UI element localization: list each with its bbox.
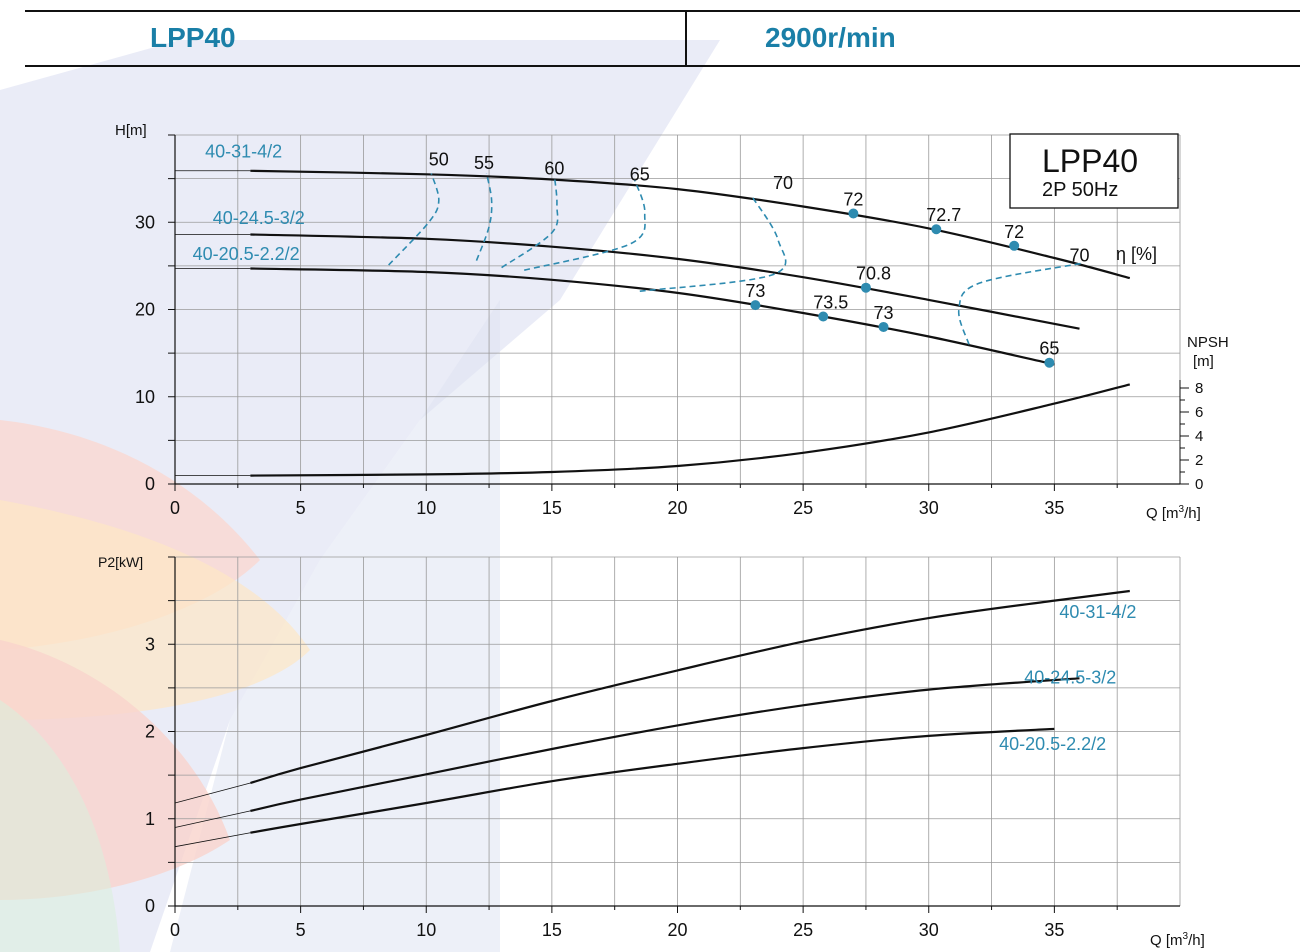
efficiency-point xyxy=(931,224,942,235)
power-curve-extension xyxy=(174,832,251,848)
npsh-axis-unit: [m] xyxy=(1193,353,1214,370)
efficiency-point-label: 73 xyxy=(745,281,765,301)
head-chart-y-tick-label: 0 xyxy=(145,474,155,494)
efficiency-point xyxy=(860,282,871,293)
efficiency-point-label: 73 xyxy=(874,303,894,323)
efficiency-contour-label: 70 xyxy=(1069,246,1089,266)
efficiency-contour xyxy=(957,262,1083,345)
efficiency-contour xyxy=(639,197,787,292)
efficiency-point-label: 73.5 xyxy=(813,292,848,312)
power-curve xyxy=(250,727,1055,834)
efficiency-point xyxy=(750,300,761,311)
head-chart-y-tick-label: 20 xyxy=(135,300,155,320)
power-chart-x-tick-label: 30 xyxy=(919,920,939,940)
head-curve xyxy=(250,233,1080,330)
chart-title: LPP40 xyxy=(1042,143,1138,179)
npsh-axis-label: NPSH xyxy=(1187,334,1229,351)
npsh-tick-label: 8 xyxy=(1195,380,1203,397)
power-chart-x-tick-label: 25 xyxy=(793,920,813,940)
head-chart-x-tick-label: 0 xyxy=(170,498,180,518)
head-chart-x-tick-label: 30 xyxy=(919,498,939,518)
power-chart-y-tick-label: 3 xyxy=(145,634,155,654)
efficiency-contour-label: 55 xyxy=(474,153,494,173)
npsh-tick-label: 6 xyxy=(1195,404,1203,421)
head-chart-y-tick-label: 30 xyxy=(135,212,155,232)
power-curve-label: 40-20.5-2.2/2 xyxy=(999,734,1106,754)
efficiency-point xyxy=(1009,240,1020,251)
efficiency-point xyxy=(878,321,889,332)
head-curve xyxy=(250,267,1055,366)
power-axis-label: P2[kW] xyxy=(98,554,143,570)
power-curve-label: 40-24.5-3/2 xyxy=(1024,668,1116,688)
header-bar: LPP40 2900r/min xyxy=(25,10,1300,67)
efficiency-point-label: 72.7 xyxy=(926,205,961,225)
efficiency-contour-label: 65 xyxy=(630,164,650,184)
power-curve-extension xyxy=(174,782,251,804)
efficiency-point-label: 72 xyxy=(1004,222,1024,242)
head-curve-label: 40-24.5-3/2 xyxy=(213,208,305,228)
efficiency-contour xyxy=(388,173,440,266)
power-curve xyxy=(250,589,1130,785)
head-chart-x-tick-label: 15 xyxy=(542,498,562,518)
efficiency-point xyxy=(848,208,859,219)
head-chart-x-tick-label: 5 xyxy=(296,498,306,518)
efficiency-point-label: 70.8 xyxy=(856,264,891,284)
head-chart-x-tick-label: 10 xyxy=(416,498,436,518)
npsh-tick-label: 2 xyxy=(1195,452,1203,469)
head-curve-label: 40-31-4/2 xyxy=(205,142,282,162)
power-chart-x-tick-label: 5 xyxy=(296,920,306,940)
efficiency-contour xyxy=(501,175,559,269)
head-curve-label: 40-20.5-2.2/2 xyxy=(193,244,300,264)
efficiency-point xyxy=(1044,357,1055,368)
power-chart-x-tick-label: 35 xyxy=(1044,920,1064,940)
efficiency-contour-label: 50 xyxy=(429,150,449,170)
header-divider xyxy=(685,12,687,65)
power-chart-y-tick-label: 1 xyxy=(145,809,155,829)
efficiency-contour xyxy=(524,180,646,271)
power-curve xyxy=(250,677,1080,812)
head-x-axis-label: Q [m3/h] xyxy=(1146,504,1201,522)
efficiency-point-label: 65 xyxy=(1039,339,1059,359)
efficiency-contour-label: 60 xyxy=(544,158,564,178)
power-curve-label: 40-31-4/2 xyxy=(1059,602,1136,622)
efficiency-point-label: 72 xyxy=(843,190,863,210)
head-chart-x-tick-label: 25 xyxy=(793,498,813,518)
power-chart-x-tick-label: 15 xyxy=(542,920,562,940)
npsh-curve xyxy=(250,383,1131,477)
head-chart-x-tick-label: 20 xyxy=(667,498,687,518)
head-chart-x-tick-label: 35 xyxy=(1044,498,1064,518)
head-chart-y-tick-label: 10 xyxy=(135,387,155,407)
head-curve xyxy=(250,169,1131,280)
power-chart-x-tick-label: 10 xyxy=(416,920,436,940)
power-x-axis-label: Q [m3/h] xyxy=(1150,931,1205,949)
speed-title: 2900r/min xyxy=(765,22,896,53)
efficiency-contour-label: 70 xyxy=(773,173,793,193)
power-chart-y-tick-label: 0 xyxy=(145,896,155,916)
efficiency-point xyxy=(818,311,829,322)
model-title: LPP40 xyxy=(150,22,236,53)
power-curve-extension xyxy=(174,810,251,828)
legend-box xyxy=(1009,133,1179,209)
power-chart-x-tick-label: 20 xyxy=(667,920,687,940)
power-chart-y-tick-label: 2 xyxy=(145,722,155,742)
efficiency-axis-label: η [%] xyxy=(1116,244,1157,264)
chart-subtitle: 2P 50Hz xyxy=(1042,179,1118,201)
head-axis-label: H[m] xyxy=(115,122,147,139)
power-chart-x-tick-label: 0 xyxy=(170,920,180,940)
npsh-tick-label: 0 xyxy=(1195,476,1203,493)
npsh-tick-label: 4 xyxy=(1195,428,1203,445)
